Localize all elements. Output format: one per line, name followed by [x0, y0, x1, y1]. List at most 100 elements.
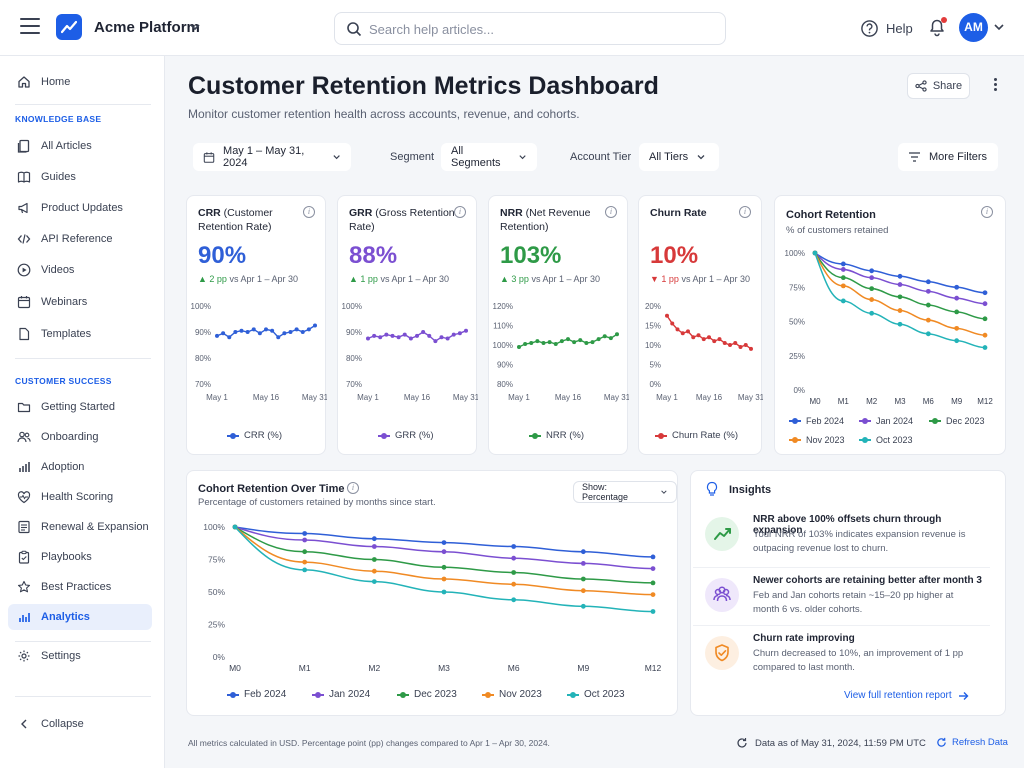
- y-tick-label: 100%: [493, 341, 513, 350]
- brand-name[interactable]: Acme Platform: [94, 19, 200, 36]
- sidebar-item-analytics[interactable]: Analytics: [8, 604, 152, 630]
- more-filters-button[interactable]: More Filters: [898, 143, 998, 171]
- y-tick-label: 80%: [346, 354, 362, 363]
- date-range-picker[interactable]: May 1 – May 31, 2024: [193, 143, 351, 171]
- data-point: [415, 333, 419, 338]
- data-point: [302, 559, 308, 565]
- account-tier-select[interactable]: All Tiers: [639, 143, 719, 171]
- data-point: [954, 325, 960, 331]
- share-button[interactable]: Share: [907, 73, 970, 99]
- chevron-down-icon[interactable]: [993, 21, 1005, 33]
- info-icon[interactable]: i: [739, 206, 751, 218]
- view-full-report-link[interactable]: View full retention report: [844, 690, 969, 701]
- avatar[interactable]: AM: [959, 13, 988, 42]
- sidebar-item-product-updates[interactable]: Product Updates: [8, 195, 152, 221]
- info-icon[interactable]: i: [347, 482, 359, 494]
- data-point: [897, 273, 903, 279]
- data-point: [366, 336, 370, 341]
- legend-item: Nov 2023: [789, 435, 845, 445]
- sidebar-item-label: Settings: [41, 650, 81, 662]
- shield-check-icon: [705, 636, 739, 670]
- crr-card: CRR (Customer Retention Rate) i 90% ▲ 2 …: [186, 195, 327, 455]
- y-tick-label: 110%: [493, 322, 513, 331]
- delta-compare: vs Apr 1 – Apr 30: [528, 274, 600, 284]
- bar-chart-icon: [19, 613, 30, 622]
- sidebar-item-webinars[interactable]: Webinars: [8, 289, 152, 315]
- more-options-icon[interactable]: [988, 76, 1002, 96]
- delta-up-icon: ▲: [500, 274, 512, 284]
- sidebar-item-playbooks[interactable]: Playbooks: [8, 544, 152, 570]
- share-label: Share: [932, 80, 963, 92]
- info-icon[interactable]: i: [454, 206, 466, 218]
- kpi-title: Churn Rate: [650, 206, 760, 220]
- insight-body: Feb and Jan cohorts retain ~15–20 pp hig…: [753, 590, 954, 615]
- legend-item: Feb 2024: [789, 416, 844, 426]
- share-icon: [915, 80, 927, 92]
- search-box[interactable]: [334, 12, 726, 45]
- sidebar-item-home[interactable]: Home: [8, 69, 152, 95]
- sidebar-item-best-practices[interactable]: Best Practices: [8, 574, 152, 600]
- calendar-icon: [17, 296, 31, 309]
- sidebar-item-guides[interactable]: Guides: [8, 164, 152, 190]
- data-point: [445, 336, 450, 341]
- sidebar-item-label: Playbooks: [41, 551, 92, 563]
- collapse-button[interactable]: Collapse: [8, 711, 152, 737]
- data-point: [738, 344, 743, 349]
- segment-select[interactable]: All Segments: [441, 143, 537, 171]
- data-point: [378, 335, 383, 340]
- y-tick-label: 100%: [203, 522, 225, 532]
- data-point: [665, 313, 669, 318]
- show-select[interactable]: Show: Percentage: [573, 481, 677, 503]
- kpi-title: NRR (Net Revenue Retention): [500, 206, 610, 234]
- insight-heading: Newer cohorts are retaining better after…: [753, 575, 982, 586]
- data-point: [982, 301, 988, 307]
- legend-item: Dec 2023: [397, 689, 457, 700]
- sidebar-item-adoption[interactable]: Adoption: [8, 454, 152, 480]
- sidebar-item-health-scoring[interactable]: Health Scoring: [8, 484, 152, 510]
- x-tick-label: M12: [977, 397, 993, 406]
- y-tick-label: 25%: [789, 352, 805, 361]
- data-point: [371, 536, 377, 542]
- legend-item: Oct 2023: [567, 689, 625, 700]
- data-point: [650, 566, 656, 571]
- info-icon[interactable]: i: [605, 206, 617, 218]
- chevron-down-icon[interactable]: [188, 20, 202, 34]
- kpi-title-short: CRR: [198, 207, 221, 219]
- notifications-button[interactable]: [928, 17, 948, 39]
- grr-line-chart: 100% 90% 80% 70% May 1 May 16 May 31: [342, 302, 478, 402]
- x-tick-label: M3: [438, 663, 450, 673]
- sidebar-item-settings[interactable]: Settings: [8, 643, 152, 669]
- search-input[interactable]: [369, 20, 709, 38]
- info-icon[interactable]: i: [981, 206, 993, 218]
- data-point: [227, 335, 232, 340]
- sidebar-item-label: Home: [41, 76, 71, 88]
- sidebar-item-label: Product Updates: [41, 202, 123, 214]
- help-button[interactable]: Help: [860, 17, 913, 39]
- search-icon: [347, 22, 362, 37]
- sidebar-item-all-articles[interactable]: All Articles: [8, 133, 152, 159]
- churn-line-chart: 20% 15% 10% 5% 0% May 1 May 16 May 31: [645, 302, 763, 402]
- chart-legend: Feb 2024 Jan 2024 Dec 2023 Nov 2023 Oct 2023: [227, 689, 667, 705]
- data-point: [925, 288, 931, 294]
- sidebar-item-onboarding[interactable]: Onboarding: [8, 424, 152, 450]
- lightbulb-icon: [706, 481, 718, 496]
- kpi-title: CRR (Customer Retention Rate): [198, 206, 308, 234]
- sidebar-item-templates[interactable]: Templates: [8, 321, 152, 347]
- kpi-value: 88%: [349, 242, 398, 269]
- y-tick-label: 0%: [793, 386, 805, 395]
- cohort-over-time-chart: 100% 75% 50% 25% 0%M0 M1 M2 M3 M6 M9 M12: [203, 522, 661, 673]
- menu-icon[interactable]: [20, 18, 40, 34]
- info-icon[interactable]: i: [303, 206, 315, 218]
- data-point: [925, 317, 931, 323]
- sidebar-item-videos[interactable]: Videos: [8, 257, 152, 283]
- sidebar-item-getting-started[interactable]: Getting Started: [8, 394, 152, 420]
- sidebar-item-renewal-expansion[interactable]: Renewal & Expansion: [8, 514, 152, 540]
- refresh-icon: [737, 738, 747, 748]
- refresh-data-button[interactable]: Refresh Data: [936, 737, 1008, 748]
- data-point: [982, 316, 988, 322]
- data-point: [553, 342, 558, 347]
- y-tick-label: 0%: [213, 652, 226, 662]
- legend-swatch: [312, 691, 324, 698]
- data-point: [722, 341, 727, 346]
- sidebar-item-api-reference[interactable]: API Reference: [8, 226, 152, 252]
